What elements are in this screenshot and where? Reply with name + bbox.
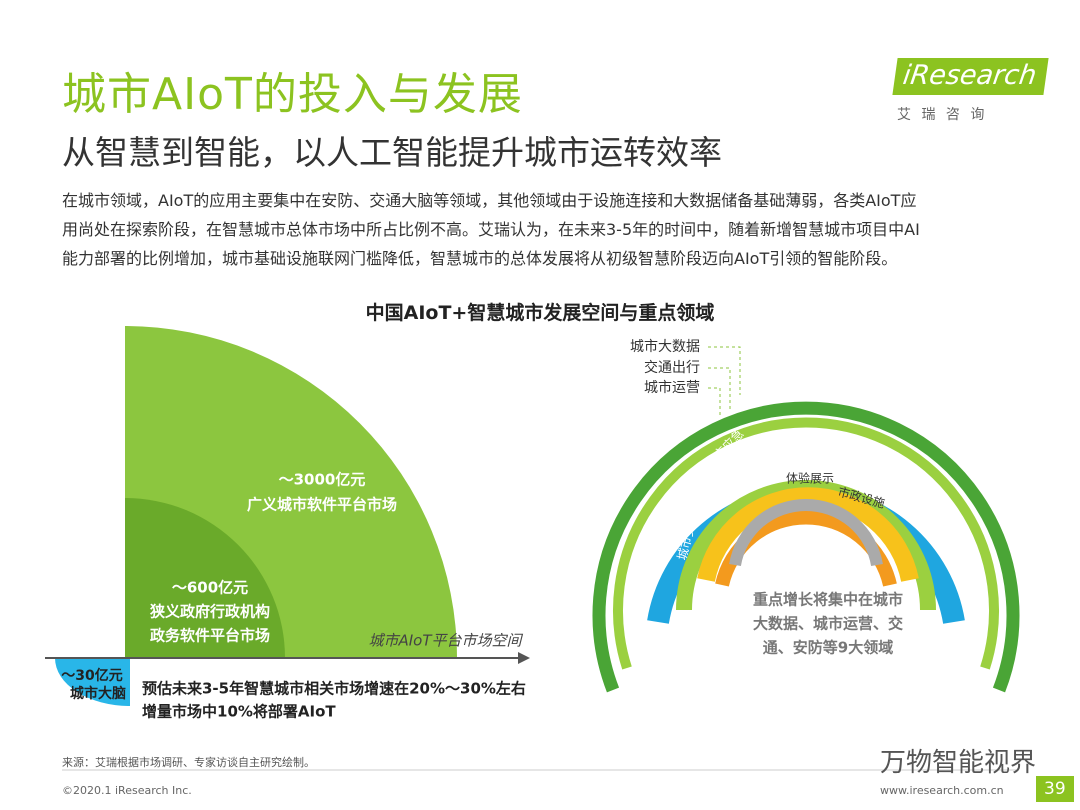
arc <box>592 401 1020 693</box>
subtitle: 从智慧到智能，以人工智能提升城市运转效率 <box>62 133 722 172</box>
title: 城市AIoT的投入与发展 <box>62 69 523 120</box>
label: ～3000亿元 <box>279 471 366 489</box>
label: ～30亿元 <box>61 667 122 684</box>
label: 广义城市软件平台市场 <box>247 496 397 514</box>
arc-label: 体验展示 <box>786 471 834 486</box>
label: 政务软件平台市场 <box>150 627 270 645</box>
url: www.iresearch.com.cn <box>880 784 1004 797</box>
note: 预估未来3-5年智慧城市相关市场增速在20%～30%左右 <box>142 680 526 698</box>
arcs <box>592 401 1020 693</box>
arc <box>729 499 883 567</box>
note: 增量市场中10%将部署AIoT <box>142 703 336 721</box>
intro-line: 在城市领域，AIoT的应用主要集中在安防、交通大脑等领域，其他领域由于设施连接和… <box>62 191 917 210</box>
arc-label: 政府政务 <box>683 464 720 513</box>
callout-line <box>708 387 721 415</box>
axis-label: 城市AIoT平台市场空间 <box>368 632 523 650</box>
callout-line <box>708 346 741 395</box>
center-text: 通、安防等9大领域 <box>763 639 893 657</box>
callout: 交通出行 <box>644 359 700 376</box>
callout: 城市运营 <box>644 379 700 396</box>
arc <box>613 417 999 670</box>
callout: 城市大数据 <box>630 338 700 355</box>
label: 狭义政府行政机构 <box>149 603 270 621</box>
axis-arrow <box>518 652 530 664</box>
label: 城市大脑 <box>70 685 126 702</box>
intro-line: 用尚处在探索阶段，在智慧城市总体市场中所占比例不高。艾瑞认为，在未来3-5年的时… <box>62 220 920 239</box>
page-number: 39 <box>1036 776 1074 802</box>
source: 来源：艾瑞根据市场调研、专家访谈自主研究绘制。 <box>62 756 315 769</box>
logo-subtitle: 艾 瑞 咨 询 <box>897 107 988 123</box>
label: ～600亿元 <box>172 579 248 597</box>
copyright: ©2020.1 iResearch Inc. <box>62 784 192 797</box>
middle-market <box>125 498 285 658</box>
center-text: 重点增长将集中在城市 <box>753 591 903 609</box>
callout-line <box>708 367 731 410</box>
center-text: 大数据、城市运营、交 <box>753 615 903 633</box>
figure-title: 中国AIoT+智慧城市发展空间与重点领域 <box>365 302 715 324</box>
inner-market <box>55 658 130 706</box>
intro-line: 能力部署的比例增加，城市基础设施联网门槛降低，智慧城市的总体发展将从初级智慧阶段… <box>62 249 898 268</box>
watermark: 万物智能视界 <box>880 748 1037 778</box>
arc <box>697 487 919 582</box>
